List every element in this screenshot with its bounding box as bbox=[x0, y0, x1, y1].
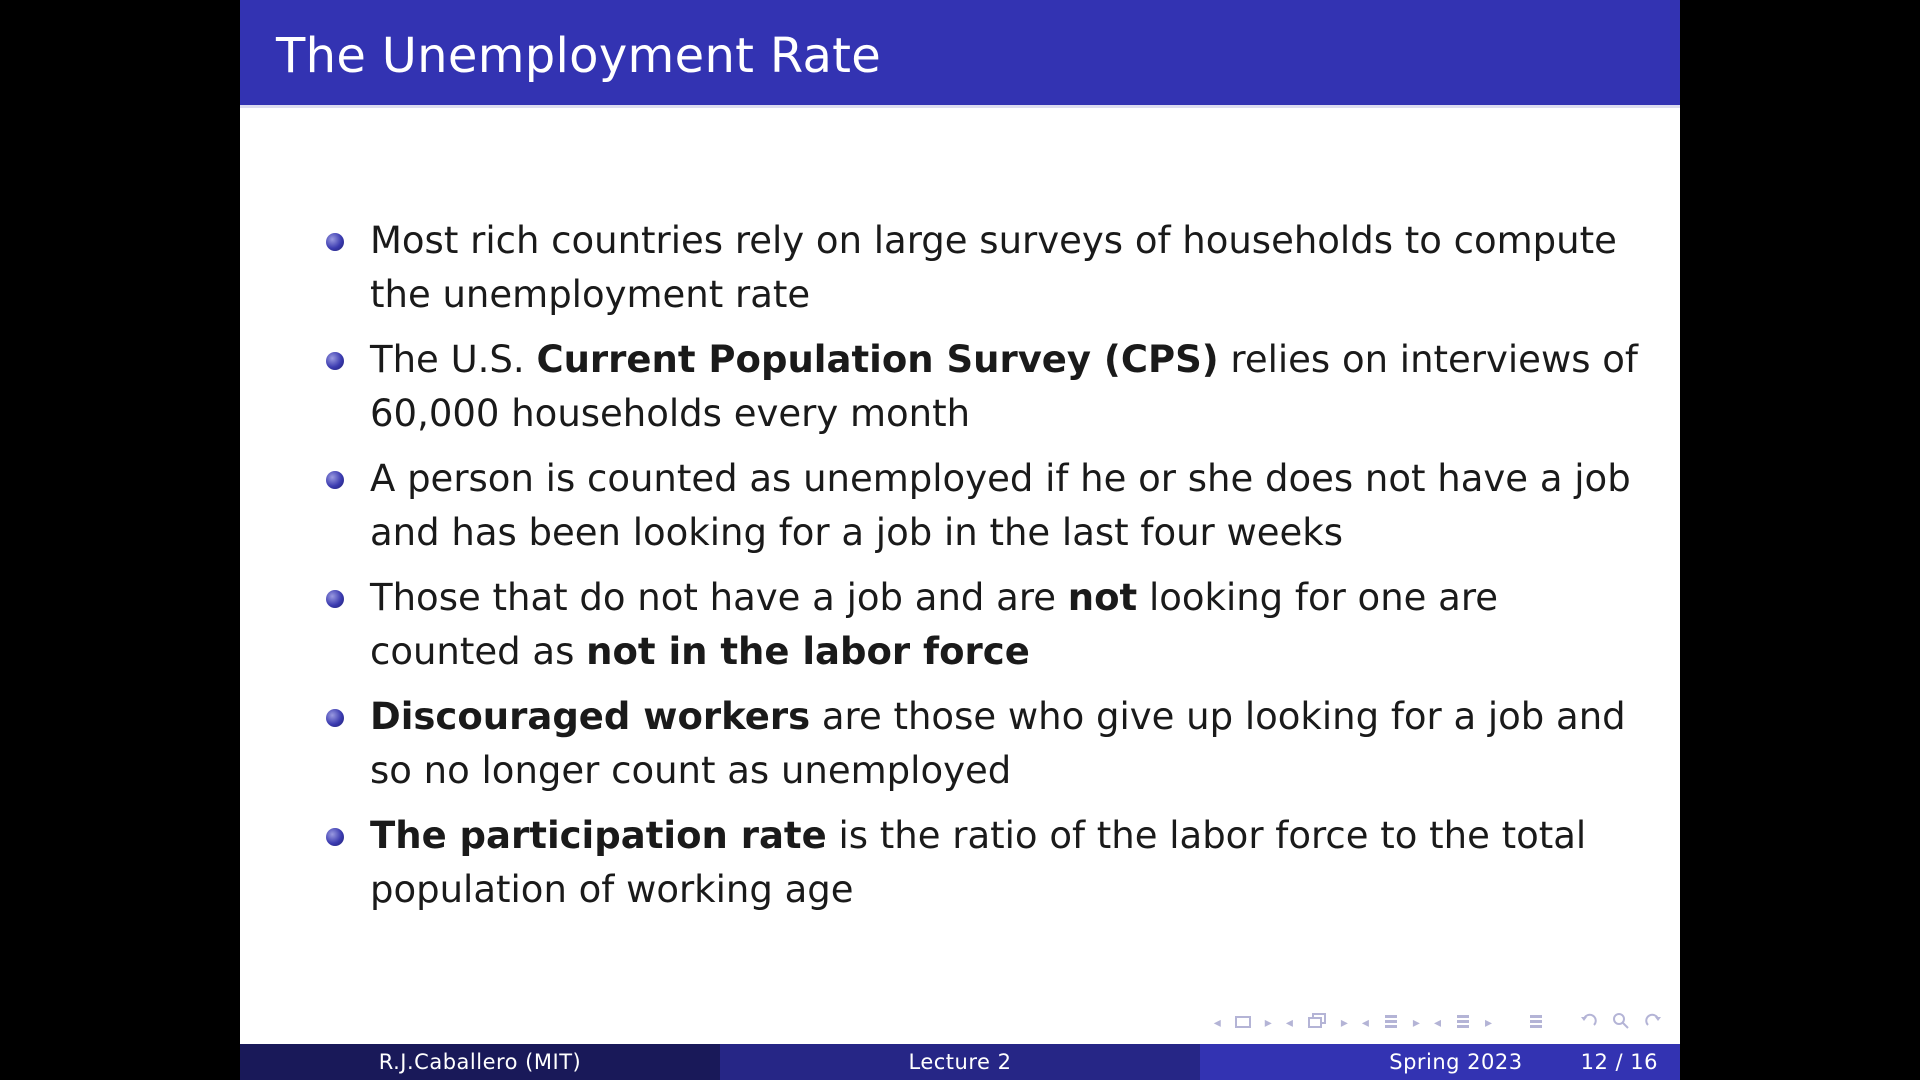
footer-author: R.J.Caballero (MIT) bbox=[378, 1050, 582, 1074]
bullet-item: Most rich countries rely on large survey… bbox=[310, 214, 1660, 322]
nav-appendix-icon[interactable] bbox=[1528, 1013, 1544, 1034]
nav-next-section-alt-icon[interactable]: ▸ bbox=[1484, 1015, 1492, 1031]
beamer-navigation: ◂ ▸ ◂ ▸ ◂ ▸ ◂ bbox=[1214, 1010, 1662, 1036]
nav-prev-frame-icon[interactable]: ◂ bbox=[1213, 1015, 1221, 1031]
footer-date: Spring 2023 bbox=[1389, 1050, 1523, 1074]
footer: R.J.Caballero (MIT) Lecture 2 Spring 202… bbox=[240, 1044, 1680, 1080]
slide-title: The Unemployment Rate bbox=[276, 28, 882, 84]
bullet-item: Those that do not have a job and are not… bbox=[310, 571, 1660, 679]
bullet-text: Those that do not have a job and are bbox=[370, 576, 1068, 619]
nav-prev-section-icon[interactable]: ◂ bbox=[1361, 1015, 1369, 1031]
bullet-icon bbox=[326, 471, 344, 489]
bullet-bold-text: not bbox=[1067, 576, 1138, 619]
nav-back-icon[interactable] bbox=[1580, 1013, 1598, 1034]
bullet-bold-text: Current Population Survey (CPS) bbox=[536, 338, 1219, 381]
bullet-text: looking for one are counted as bbox=[370, 576, 1499, 673]
bullet-bold-text: Discouraged workers bbox=[370, 695, 811, 738]
nav-frame-icon[interactable] bbox=[1234, 1013, 1251, 1034]
slide: The Unemployment Rate Most rich countrie… bbox=[240, 0, 1680, 1080]
bullet-bold-text: not in the labor force bbox=[586, 630, 1030, 673]
bullet-icon bbox=[326, 233, 344, 251]
bullet-text: The U.S. bbox=[370, 338, 537, 381]
bullet-text: are those who give up looking for a job … bbox=[370, 695, 1626, 792]
nav-section-alt-icon[interactable] bbox=[1455, 1013, 1471, 1034]
nav-next-frame-icon[interactable]: ▸ bbox=[1264, 1015, 1272, 1031]
nav-search-icon[interactable] bbox=[1612, 1012, 1630, 1035]
title-bar: The Unemployment Rate bbox=[240, 0, 1680, 108]
nav-prev-subsection-icon[interactable]: ◂ bbox=[1285, 1015, 1293, 1031]
nav-subsection-icon[interactable] bbox=[1307, 1012, 1327, 1034]
bullet-list: Most rich countries rely on large survey… bbox=[310, 214, 1650, 928]
bullet-text: relies on interviews of 60,000 household… bbox=[370, 338, 1638, 435]
nav-next-subsection-icon[interactable]: ▸ bbox=[1340, 1015, 1348, 1031]
footer-author-panel: R.J.Caballero (MIT) bbox=[240, 1044, 720, 1080]
nav-prev-section-alt-icon[interactable]: ◂ bbox=[1433, 1015, 1441, 1031]
footer-lecture-panel: Lecture 2 bbox=[720, 1044, 1200, 1080]
bullet-icon bbox=[326, 828, 344, 846]
nav-next-section-icon[interactable]: ▸ bbox=[1412, 1015, 1420, 1031]
nav-forward-icon[interactable] bbox=[1644, 1013, 1662, 1034]
bullet-text: A person is counted as unemployed if he … bbox=[370, 457, 1631, 554]
bullet-text: is the ratio of the labor force to the t… bbox=[370, 814, 1587, 911]
footer-page-number: 12 / 16 bbox=[1580, 1050, 1658, 1074]
footer-lecture: Lecture 2 bbox=[908, 1050, 1012, 1074]
bullet-item: Discouraged workers are those who give u… bbox=[310, 690, 1660, 798]
bullet-item: A person is counted as unemployed if he … bbox=[310, 452, 1660, 560]
bullet-item: The participation rate is the ratio of t… bbox=[310, 809, 1660, 917]
bullet-text: Most rich countries rely on large survey… bbox=[370, 219, 1617, 316]
bullet-item: The U.S. Current Population Survey (CPS)… bbox=[310, 333, 1660, 441]
bullet-icon bbox=[326, 352, 344, 370]
bullet-bold-text: The participation rate bbox=[370, 814, 827, 857]
nav-section-icon[interactable] bbox=[1383, 1013, 1399, 1034]
footer-date-panel: Spring 2023 12 / 16 bbox=[1200, 1044, 1680, 1080]
bullet-icon bbox=[326, 590, 344, 608]
bullet-icon bbox=[326, 709, 344, 727]
